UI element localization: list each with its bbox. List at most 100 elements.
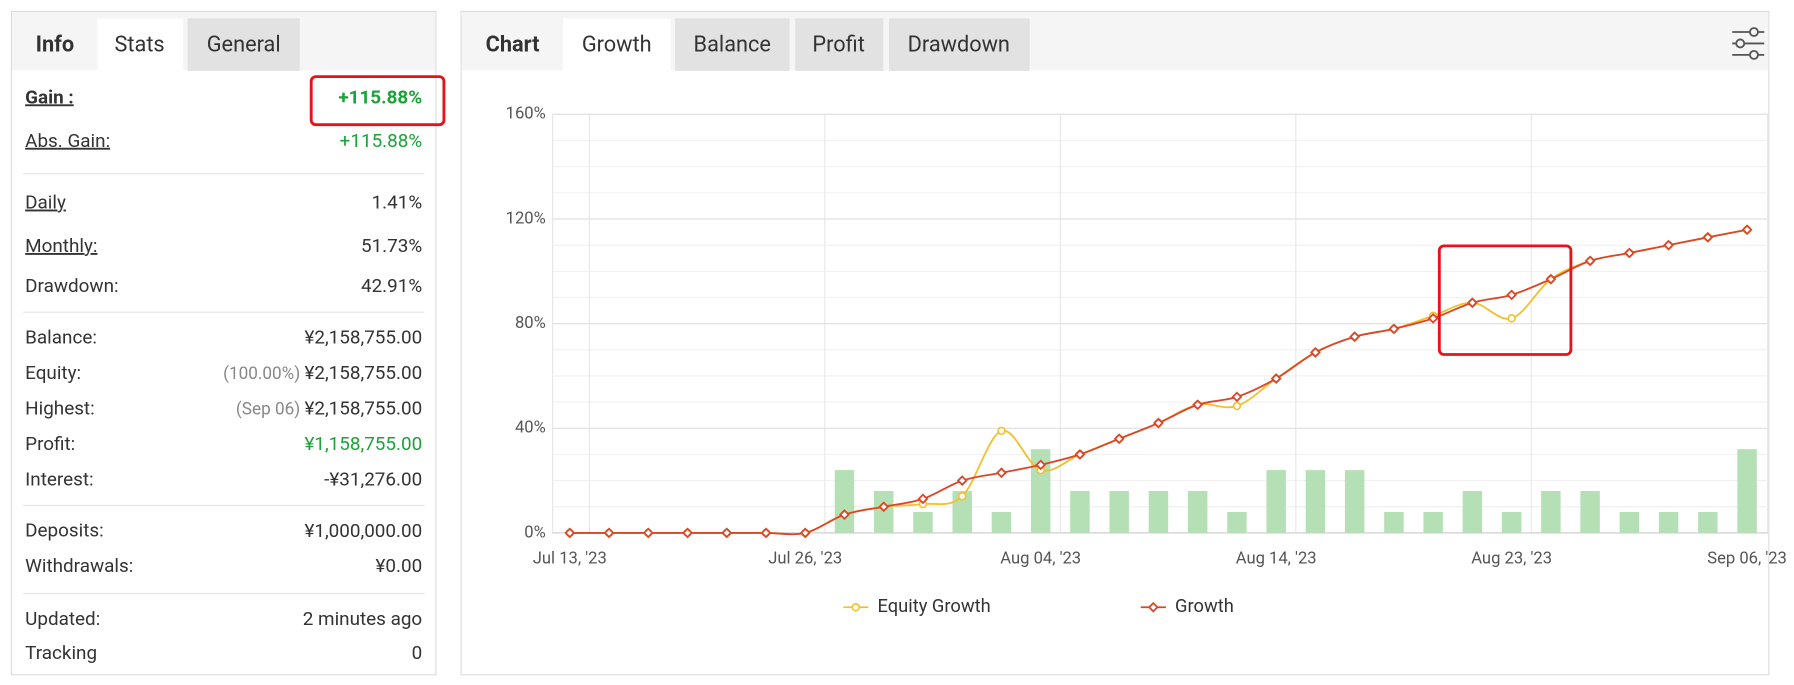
x-tick-label: Sep 06, '23 [1707, 550, 1787, 569]
tab-bg [888, 18, 1030, 71]
row-value-text: ¥0.00 [375, 554, 422, 577]
row-label: Equity: [25, 361, 81, 384]
tab[interactable]: Balance [694, 32, 771, 57]
row-value-text: 42.91% [361, 274, 422, 297]
x-tick-label: Aug 04, '23 [1000, 550, 1081, 569]
tab[interactable]: Info [36, 32, 75, 57]
legend-label[interactable]: Growth [1175, 596, 1234, 617]
settings-icon[interactable] [1732, 27, 1765, 60]
bar [1148, 491, 1169, 533]
marker [1427, 312, 1439, 324]
tab[interactable]: Growth [582, 32, 652, 57]
marker [839, 509, 850, 521]
row-note: (100.00%) [223, 363, 304, 383]
row-value: ¥0.00 [375, 554, 422, 577]
bar [1580, 491, 1600, 533]
tab[interactable]: Profit [812, 32, 864, 57]
bar [1266, 470, 1286, 533]
row-label: Drawdown: [25, 274, 118, 297]
tab[interactable]: Chart [486, 32, 540, 57]
marker [1702, 231, 1714, 243]
active-tab-bg [97, 18, 184, 71]
row-value: ¥2,158,755.00 [304, 325, 422, 348]
row-label: Tracking [25, 641, 97, 664]
legend-label[interactable]: Equity Growth [878, 596, 991, 617]
marker [1309, 346, 1321, 358]
marker [603, 527, 615, 539]
x-tick-label: Aug 14, '23 [1236, 550, 1317, 569]
marker [799, 527, 811, 539]
row-value-text: 0 [412, 641, 423, 664]
bar [1305, 470, 1326, 533]
y-tick-label: 80% [515, 314, 546, 333]
row-value: ¥1,158,755.00 [304, 432, 422, 455]
row-label: Profit: [25, 432, 75, 455]
y-tick-label: 40% [515, 419, 546, 438]
row-value-text: +115.88% [338, 85, 422, 108]
active-tab-bg [562, 18, 671, 71]
row-value-text: 1.41% [372, 191, 423, 214]
row-value: 0 [412, 641, 423, 664]
marker [956, 475, 968, 486]
y-tick-label: 120% [506, 209, 546, 228]
row-value-text: ¥1,000,000.00 [304, 519, 422, 542]
marker [1349, 331, 1361, 343]
x-tick-label: Aug 23, '23 [1471, 550, 1552, 569]
bar [1423, 511, 1443, 533]
marker [878, 501, 890, 513]
marker [564, 527, 576, 539]
stats-panel [10, 10, 437, 676]
x-tick-label: Jul 26, '23 [768, 550, 842, 569]
marker [997, 426, 1006, 436]
bar [1541, 491, 1561, 533]
row-value-text: ¥2,158,755.00 [304, 325, 422, 348]
y-tick-label: 0% [524, 523, 545, 542]
bar [1109, 491, 1129, 533]
row-value: 1.41% [372, 191, 423, 214]
marker [1584, 255, 1596, 267]
marker [1663, 239, 1675, 251]
marker [760, 527, 772, 539]
row-value: 42.91% [361, 274, 422, 297]
bar [1698, 511, 1718, 533]
bar [1227, 511, 1247, 533]
marker [721, 527, 733, 539]
row-label: Balance: [25, 325, 97, 348]
marker [1506, 289, 1518, 301]
tab[interactable]: General [207, 32, 281, 57]
row-value-text: 2 minutes ago [303, 607, 422, 630]
bar [1070, 491, 1090, 533]
highlight-box [1437, 244, 1573, 356]
row-label: Withdrawals: [25, 554, 133, 577]
row-label: Monthly: [25, 234, 97, 257]
bar [1462, 491, 1483, 533]
bar [1384, 511, 1404, 533]
row-label: Deposits: [25, 519, 104, 542]
x-tick-label: Jul 13, '23 [533, 550, 607, 569]
marker [1113, 433, 1125, 445]
row-value-text: +115.88% [340, 129, 423, 152]
row-value: -¥31,276.00 [324, 467, 422, 490]
row-label: Interest: [25, 467, 93, 490]
marker [1035, 459, 1047, 471]
bar [1344, 470, 1365, 533]
marker [957, 492, 967, 501]
marker [682, 527, 693, 539]
row-note: (Sep 06) [236, 399, 305, 419]
bar [1501, 511, 1522, 533]
marker [1507, 314, 1516, 323]
row-label: Highest: [25, 396, 95, 419]
tab[interactable]: Drawdown [908, 32, 1010, 57]
marker [1466, 297, 1478, 309]
marker [642, 527, 654, 539]
row-value: (100.00%) ¥2,158,755.00 [223, 361, 422, 384]
marker [1270, 373, 1282, 384]
tab-bg [187, 18, 300, 71]
y-tick-label: 160% [506, 105, 546, 124]
marker [1232, 401, 1242, 411]
row-value-text: ¥2,158,755.00 [304, 396, 422, 419]
tab[interactable]: Stats [115, 32, 165, 57]
highlight-box [309, 75, 446, 127]
row-value-text: ¥2,158,755.00 [304, 361, 422, 384]
